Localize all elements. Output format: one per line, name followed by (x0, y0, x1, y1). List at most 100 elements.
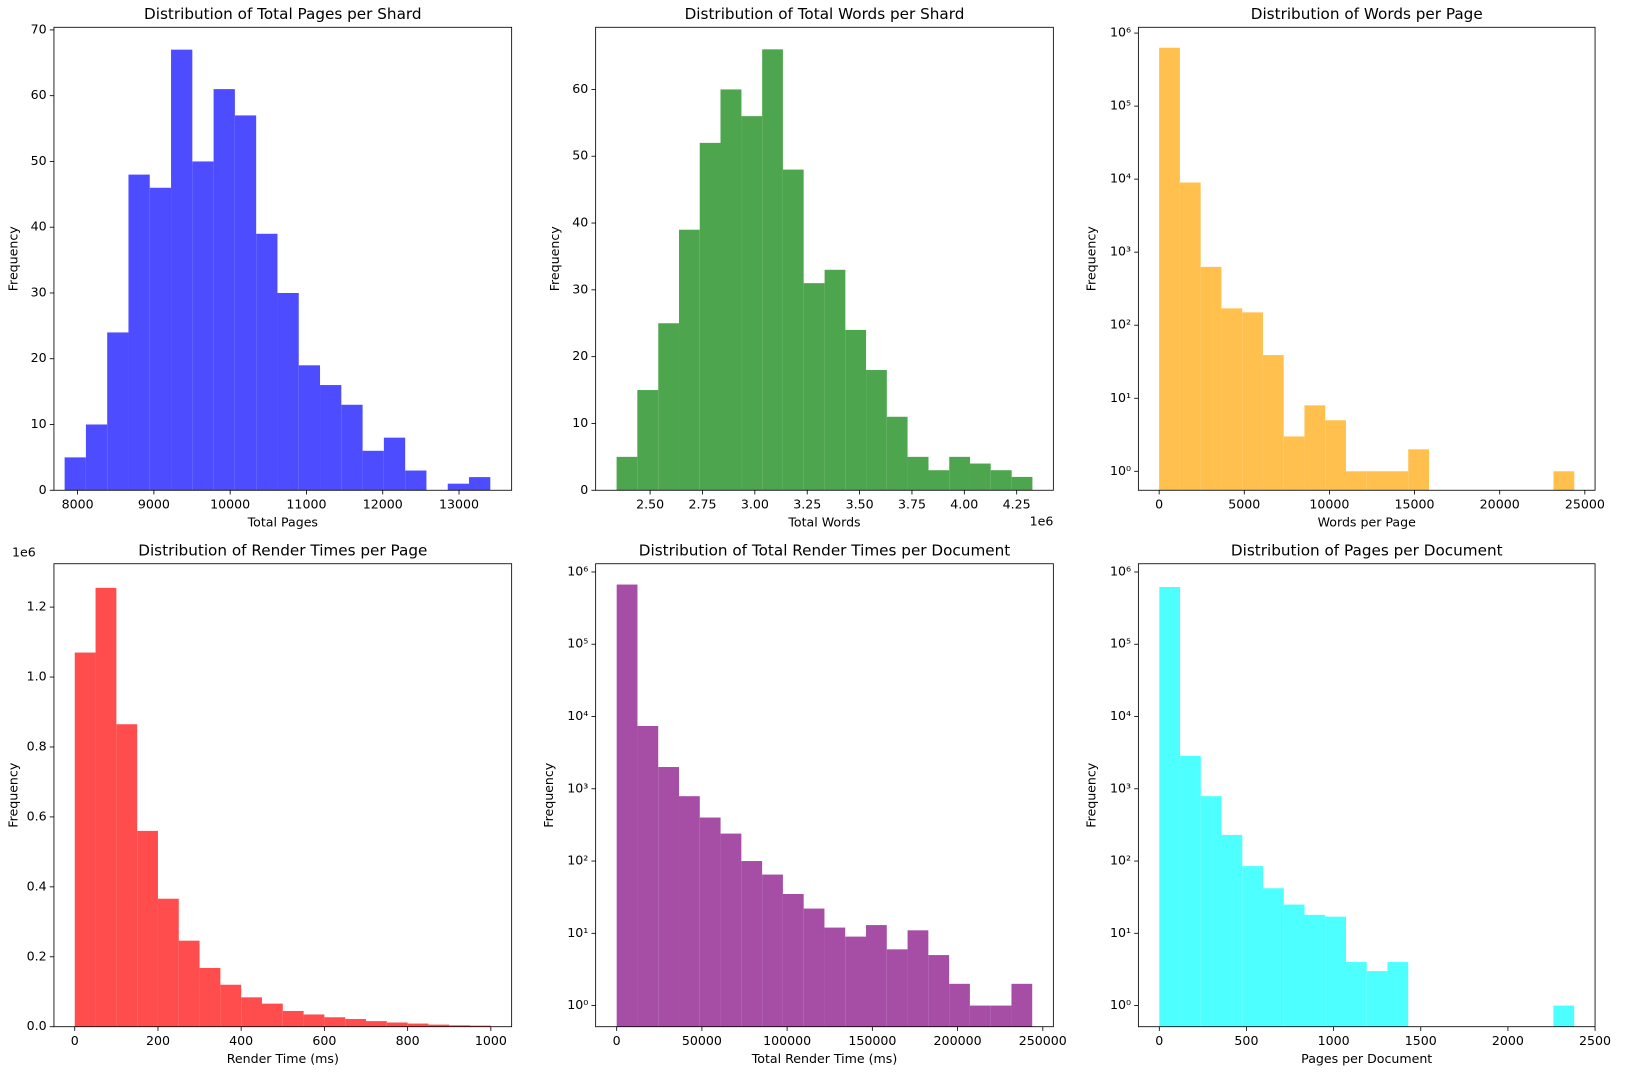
x-tick-label: 250000 (1019, 1033, 1067, 1048)
bar (320, 385, 342, 491)
bar (990, 470, 1012, 491)
bar (428, 1024, 450, 1027)
bar (1408, 449, 1429, 491)
y-tick-label: 10⁰ (567, 997, 588, 1012)
bar (720, 833, 742, 1027)
y-tick-label: 10⁶ (567, 563, 588, 578)
bar (137, 830, 158, 1027)
bar (213, 89, 235, 491)
bar (107, 332, 129, 491)
y-tick-label: 10⁴ (1110, 708, 1131, 723)
bar (720, 89, 742, 491)
x-tick-label: 1500 (1405, 1033, 1437, 1048)
bar (866, 925, 887, 1027)
axes-frame (1137, 563, 1596, 1028)
y-tick-label: 10⁶ (1110, 25, 1131, 40)
bar (1200, 266, 1222, 491)
bar (149, 187, 172, 491)
x-offset-label: 1e6 (1030, 513, 1054, 528)
bar (383, 437, 406, 491)
y-axis-label: Frequency (6, 762, 21, 828)
y-tick-label: 0 (39, 482, 47, 497)
y-tick-label: 10³ (1110, 244, 1131, 259)
y-axis-label: Frequency (6, 226, 21, 292)
bar (220, 984, 242, 1027)
axes-frame (53, 563, 513, 1028)
x-tick-label: 50000 (682, 1033, 722, 1048)
x-tick-label: 800 (396, 1033, 420, 1048)
x-tick-label: 13000 (439, 496, 479, 511)
y-tick-label: 10³ (567, 780, 588, 795)
x-tick-label: 0 (71, 1033, 79, 1048)
x-tick-label: 3.00 (741, 496, 769, 511)
bar (277, 292, 299, 491)
bar (803, 908, 825, 1027)
bar (824, 269, 846, 491)
bar (990, 1005, 1012, 1027)
bar (969, 463, 991, 491)
y-tick-label: 0 (580, 482, 588, 497)
bar (866, 370, 887, 491)
x-tick-label: 20000 (1480, 496, 1520, 511)
bar (1179, 182, 1201, 491)
y-tick-label: 10² (1110, 853, 1131, 868)
bar (1242, 312, 1263, 491)
bar (1387, 962, 1409, 1027)
bar (969, 1005, 991, 1027)
bar (886, 949, 908, 1027)
y-tick-label: 10³ (1110, 780, 1131, 795)
bar (658, 323, 680, 491)
bar (241, 997, 262, 1027)
bar (1262, 355, 1284, 491)
bar (1283, 436, 1305, 491)
bar (886, 416, 908, 491)
bar (1221, 834, 1243, 1027)
bar (637, 725, 659, 1027)
bar (261, 1003, 283, 1027)
bar (1304, 405, 1326, 491)
x-tick-label: 600 (312, 1033, 336, 1048)
chart-title: Distribution of Total Pages per Shard (144, 5, 422, 23)
y-tick-label: 10 (31, 416, 47, 431)
bar (178, 940, 200, 1027)
x-tick-label: 2000 (1492, 1033, 1524, 1048)
bar (324, 1017, 346, 1027)
x-axis-label: Total Render Time (ms) (751, 1051, 898, 1066)
x-tick-label: 150000 (848, 1033, 896, 1048)
bar (824, 927, 846, 1027)
bar (928, 955, 950, 1027)
y-axis-label: Frequency (541, 762, 556, 828)
bar (658, 767, 680, 1027)
x-tick-label: 12000 (363, 496, 403, 511)
y-tick-label: 20 (31, 350, 47, 365)
x-tick-label: 0 (1155, 496, 1163, 511)
bar (128, 174, 150, 491)
bar (782, 893, 804, 1027)
bar (637, 390, 659, 491)
y-tick-label: 50 (572, 148, 588, 163)
y-tick-label: 10¹ (1110, 390, 1131, 405)
y-tick-label: 60 (31, 87, 47, 102)
x-tick-label: 2.75 (688, 496, 716, 511)
bar (407, 1023, 429, 1027)
bar (679, 796, 700, 1027)
y-tick-label: 10¹ (1110, 925, 1131, 940)
chart-title: Distribution of Render Times per Page (138, 542, 427, 560)
bar (447, 483, 470, 491)
bar (762, 874, 783, 1027)
y-tick-label: 30 (31, 284, 47, 299)
bar (345, 1019, 367, 1027)
bar (298, 365, 321, 491)
bar (949, 456, 970, 491)
bar (64, 457, 86, 491)
x-tick-label: 0 (613, 1033, 621, 1048)
x-tick-label: 3.75 (898, 496, 926, 511)
x-axis-label: Pages per Document (1301, 1051, 1432, 1066)
bar (303, 1014, 325, 1027)
bar (1283, 904, 1305, 1027)
bar (366, 1021, 387, 1027)
bar (1366, 971, 1388, 1027)
bar (1011, 983, 1033, 1027)
y-tick-label: 50 (31, 153, 47, 168)
